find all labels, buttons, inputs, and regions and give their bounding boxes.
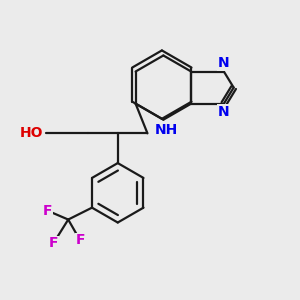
Text: NH: NH [155,123,178,137]
Text: F: F [49,236,58,250]
Text: F: F [75,233,85,248]
Text: N: N [218,105,230,119]
Text: F: F [43,204,52,218]
Text: N: N [218,56,230,70]
Text: HO: HO [20,126,44,140]
